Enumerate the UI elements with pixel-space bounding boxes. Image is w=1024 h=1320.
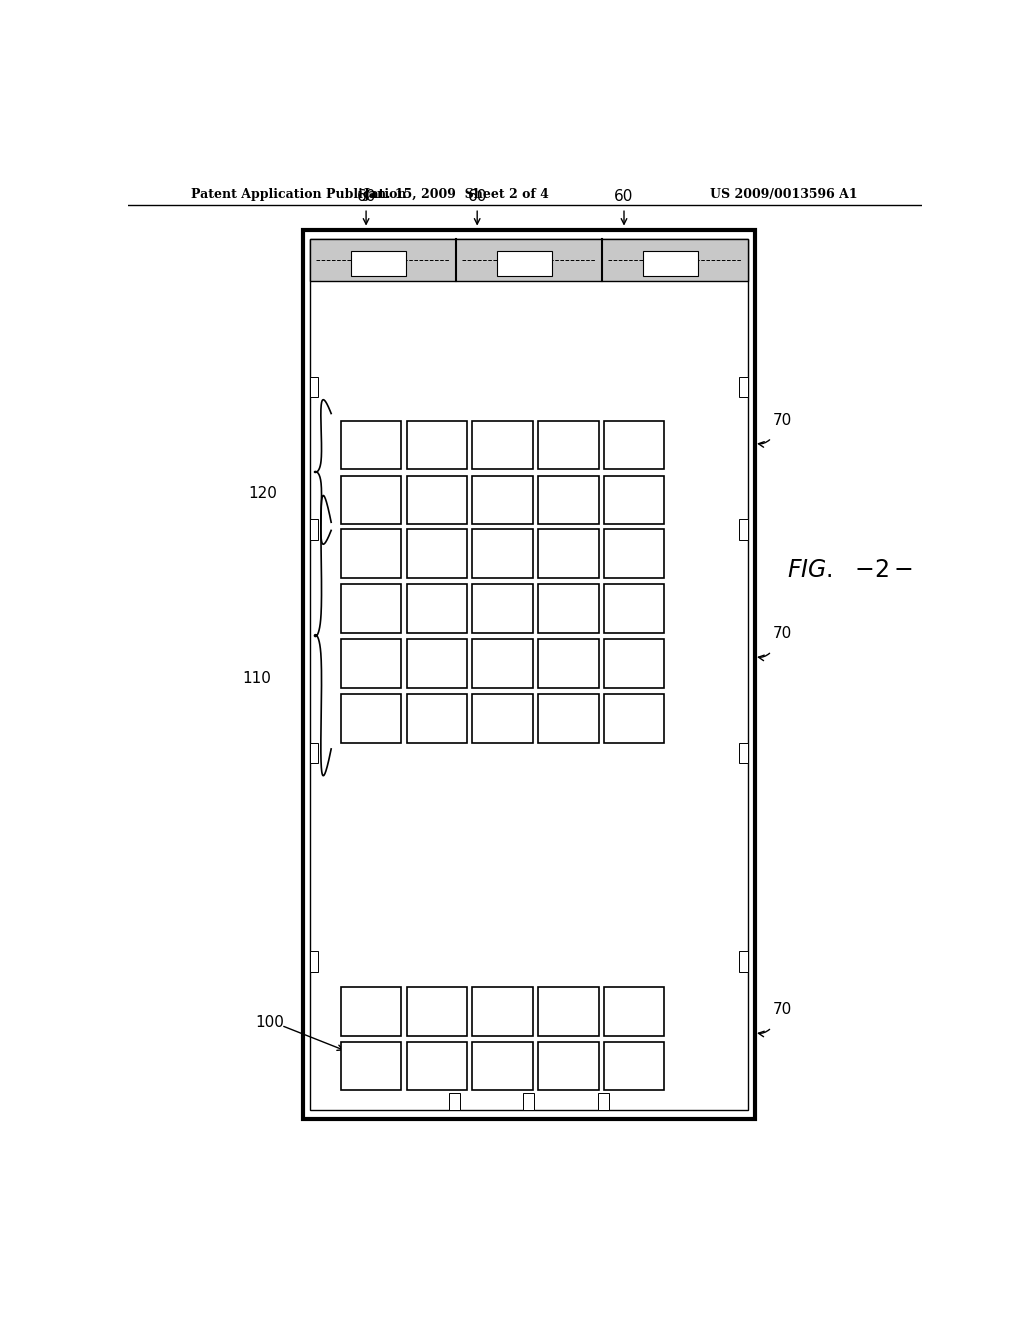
Text: US 2009/0013596 A1: US 2009/0013596 A1: [711, 189, 858, 202]
Bar: [523, 1093, 535, 1110]
Bar: [539, 475, 599, 524]
Bar: [309, 952, 318, 972]
Bar: [739, 378, 748, 397]
Bar: [341, 585, 401, 634]
Bar: [604, 987, 665, 1036]
Text: Jan. 15, 2009  Sheet 2 of 4: Jan. 15, 2009 Sheet 2 of 4: [365, 189, 550, 202]
Bar: [472, 639, 532, 688]
Bar: [604, 1041, 665, 1090]
Text: $\it{FIG.}$  $\it{-2-}$: $\it{FIG.}$ $\it{-2-}$: [786, 558, 912, 582]
Bar: [598, 1093, 609, 1110]
Bar: [539, 694, 599, 743]
Bar: [309, 743, 318, 763]
Text: 120: 120: [249, 486, 278, 502]
Bar: [350, 251, 407, 276]
Bar: [472, 529, 532, 578]
Bar: [539, 529, 599, 578]
Bar: [604, 421, 665, 470]
Bar: [539, 585, 599, 634]
Bar: [604, 529, 665, 578]
Bar: [341, 987, 401, 1036]
Bar: [341, 529, 401, 578]
Bar: [472, 987, 532, 1036]
Bar: [604, 694, 665, 743]
Bar: [539, 987, 599, 1036]
Bar: [407, 475, 467, 524]
Bar: [407, 585, 467, 634]
Text: Patent Application Publication: Patent Application Publication: [191, 189, 407, 202]
Bar: [309, 239, 748, 1110]
Text: 60: 60: [614, 189, 634, 205]
Text: 70: 70: [773, 1002, 793, 1018]
Bar: [309, 519, 318, 540]
Bar: [309, 378, 318, 397]
Text: 100: 100: [255, 1015, 284, 1030]
Bar: [407, 987, 467, 1036]
Bar: [303, 230, 755, 1119]
Bar: [739, 519, 748, 540]
Text: 70: 70: [773, 413, 793, 428]
Bar: [472, 421, 532, 470]
Bar: [407, 694, 467, 743]
Bar: [472, 585, 532, 634]
Bar: [472, 1041, 532, 1090]
Bar: [407, 529, 467, 578]
Bar: [407, 421, 467, 470]
Text: 110: 110: [242, 672, 270, 686]
Bar: [643, 251, 698, 276]
Bar: [309, 239, 748, 281]
Bar: [539, 1041, 599, 1090]
Bar: [604, 475, 665, 524]
Bar: [604, 585, 665, 634]
Text: 60: 60: [468, 189, 486, 205]
Bar: [472, 694, 532, 743]
Bar: [449, 1093, 460, 1110]
Bar: [407, 1041, 467, 1090]
Bar: [407, 639, 467, 688]
Bar: [341, 1041, 401, 1090]
Bar: [539, 421, 599, 470]
Bar: [341, 694, 401, 743]
Text: 60: 60: [356, 189, 376, 205]
Bar: [739, 743, 748, 763]
Bar: [341, 475, 401, 524]
Bar: [497, 251, 552, 276]
Bar: [341, 639, 401, 688]
Bar: [739, 952, 748, 972]
Bar: [341, 421, 401, 470]
Text: 70: 70: [773, 626, 793, 642]
Bar: [539, 639, 599, 688]
Bar: [472, 475, 532, 524]
Bar: [604, 639, 665, 688]
